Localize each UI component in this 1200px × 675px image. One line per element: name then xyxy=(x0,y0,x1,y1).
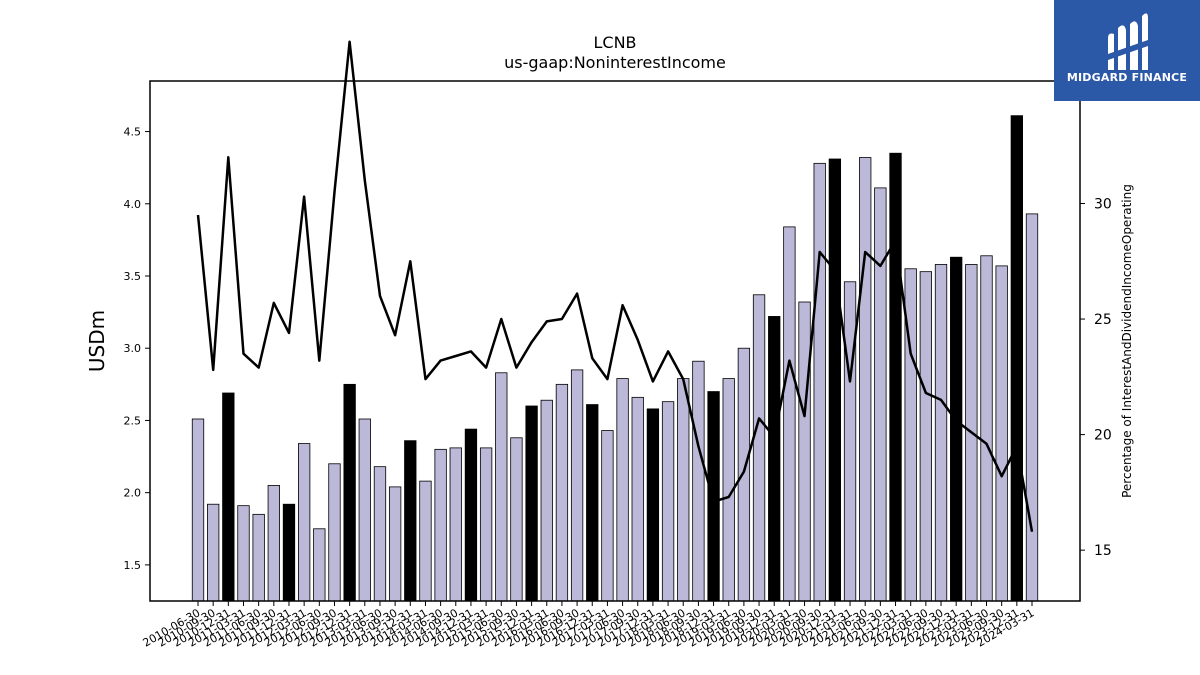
y2-axis-label: Percentage of InterestAndDividendIncomeO… xyxy=(1120,184,1134,498)
chart-subtitle: us-gaap:NoninterestIncome xyxy=(504,53,726,72)
bar-2013-09-30 xyxy=(388,486,402,602)
bar-2022-09-30 xyxy=(934,264,948,602)
bar-2011-03-31 xyxy=(237,505,250,602)
bar-2016-03-31 xyxy=(540,399,553,602)
left-axis-ticks: 1.5 2.0 2.5 3.0 3.5 4.0 4.5 xyxy=(124,126,150,572)
plot-frame xyxy=(149,80,1081,602)
y2-tick-label: 20 xyxy=(1094,428,1112,444)
bar-2019-06-30 xyxy=(737,347,751,602)
y-axis-label: USDm xyxy=(85,310,109,372)
bar-2011-12-31 xyxy=(282,503,296,602)
x-axis-ticks: 2010-06-302010-09-302010-12-312011-03-31… xyxy=(141,601,1037,650)
y2-tick-label: 25 xyxy=(1094,312,1112,328)
bar-2011-09-30 xyxy=(267,485,280,602)
bar-2017-09-30 xyxy=(631,396,644,602)
bar-2018-12-31 xyxy=(707,391,720,602)
bar-2013-03-31 xyxy=(358,418,371,602)
brand-logo: MIDGARD FINANCE xyxy=(1054,0,1200,101)
y-tick-label: 4.5 xyxy=(124,126,142,139)
bar-2021-03-31 xyxy=(843,281,857,602)
bar-2015-03-31 xyxy=(479,447,493,602)
bar-2016-06-30 xyxy=(555,383,569,602)
bar-2020-12-31 xyxy=(828,158,842,602)
bar-2019-09-30 xyxy=(752,294,766,602)
bar-2021-12-31 xyxy=(889,152,902,602)
bar-2020-03-31 xyxy=(783,226,796,602)
bar-2015-09-30 xyxy=(510,437,523,602)
chart-title: LCNB xyxy=(593,33,636,52)
bar-2016-12-31 xyxy=(586,404,599,602)
bar-2022-06-30 xyxy=(919,271,933,602)
bar-2012-12-31 xyxy=(343,383,356,602)
bar-2022-12-31 xyxy=(950,256,963,602)
bar-2024-03-31 xyxy=(1025,213,1039,602)
bar-series xyxy=(191,115,1039,602)
y-tick-label: 3.0 xyxy=(124,342,142,355)
y2-tick-label: 15 xyxy=(1094,543,1112,559)
y2-tick-label: 30 xyxy=(1094,196,1112,212)
bar-2014-03-31 xyxy=(419,480,432,602)
bar-2013-06-30 xyxy=(373,466,387,602)
bar-2016-09-30 xyxy=(570,369,584,602)
y-tick-label: 1.5 xyxy=(124,559,142,572)
bar-2017-12-31 xyxy=(646,408,660,602)
bar-2018-06-30 xyxy=(677,378,690,602)
right-axis-ticks: 15 20 25 30 xyxy=(1080,196,1112,559)
bar-2013-12-31 xyxy=(404,440,417,602)
bar-2021-06-30 xyxy=(859,157,872,602)
logo-text: MIDGARD FINANCE xyxy=(1066,71,1188,84)
bar-2018-09-30 xyxy=(692,360,705,602)
bar-2020-06-30 xyxy=(798,301,811,602)
bar-2010-12-31 xyxy=(222,392,235,602)
bar-2019-12-31 xyxy=(768,316,781,602)
y-tick-label: 2.0 xyxy=(124,487,142,500)
midgard-logo-icon xyxy=(1108,13,1148,70)
bar-2023-09-30 xyxy=(995,265,1008,602)
bar-2017-06-30 xyxy=(616,378,629,602)
ratio-line xyxy=(196,40,1034,532)
bar-2023-12-31 xyxy=(1010,115,1023,602)
bar-2010-09-30 xyxy=(207,503,220,602)
bar-2014-12-31 xyxy=(464,428,478,602)
y-tick-label: 3.5 xyxy=(124,270,142,283)
bar-2015-12-31 xyxy=(525,405,538,602)
bar-2021-09-30 xyxy=(874,187,887,602)
y-tick-label: 4.0 xyxy=(124,198,142,211)
bar-2014-06-30 xyxy=(434,448,447,602)
bar-2012-09-30 xyxy=(328,463,341,602)
bar-2015-06-30 xyxy=(495,372,508,602)
bar-2023-06-30 xyxy=(980,255,993,602)
bar-2010-06-30 xyxy=(191,418,205,602)
y-tick-label: 2.5 xyxy=(124,414,142,427)
bar-2020-09-30 xyxy=(813,162,826,602)
bar-2012-06-30 xyxy=(313,528,326,602)
bar-2011-06-30 xyxy=(252,513,265,602)
bar-2017-03-31 xyxy=(601,430,614,602)
bar-2012-03-31 xyxy=(297,443,311,602)
bar-2014-09-30 xyxy=(449,447,462,602)
bar-2018-03-31 xyxy=(661,401,675,602)
